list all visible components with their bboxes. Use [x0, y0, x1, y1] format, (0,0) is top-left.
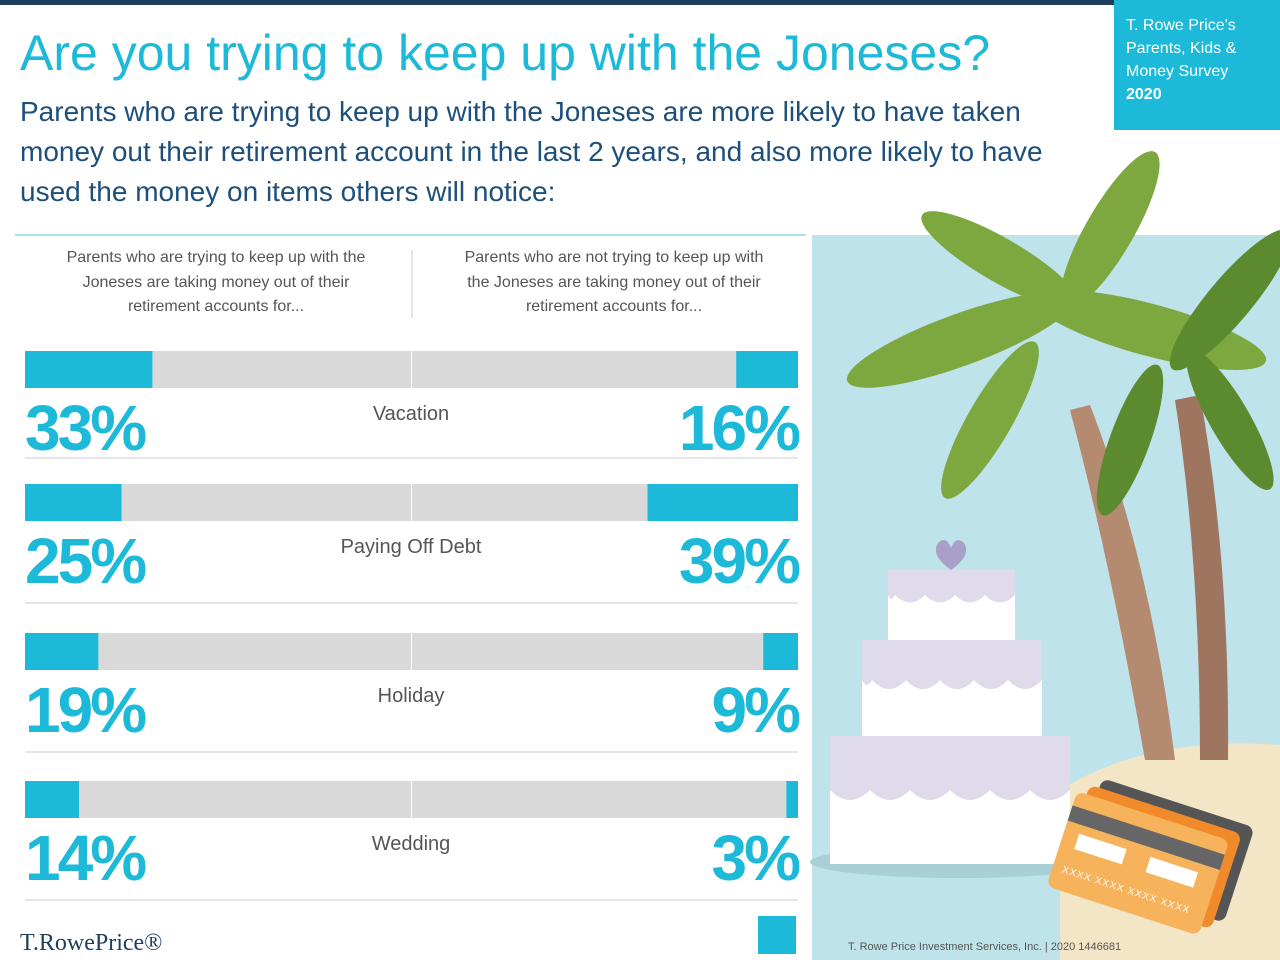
- legend-entry: Parents who are not trying to keep up wi…: [464, 249, 764, 315]
- value-label: 19%: [25, 674, 146, 746]
- bar: [786, 781, 798, 818]
- value-label: 14%: [25, 822, 146, 894]
- category-label: Holiday: [378, 685, 445, 707]
- bar-track: [412, 633, 798, 670]
- top-rule: [0, 0, 1114, 5]
- bar: [736, 351, 798, 388]
- legend-entry: Parents who are trying to keep up with t…: [66, 249, 366, 315]
- value-label: 3%: [712, 822, 801, 894]
- badge-source: T. Rowe Price's Parents, Kids & Money Su…: [1126, 17, 1237, 80]
- value-label: 39%: [679, 525, 800, 597]
- bar: [25, 781, 80, 818]
- bar-track: [412, 781, 798, 818]
- badge: T. Rowe Price's Parents, Kids & Money Su…: [1114, 0, 1280, 130]
- logo: T.RowePrice®: [20, 930, 162, 956]
- category-label: Wedding: [372, 833, 451, 855]
- subtitle: Parents who are trying to keep up with t…: [20, 96, 1043, 207]
- title: Are you trying to keep up with the Jones…: [20, 25, 991, 81]
- category-label: Paying Off Debt: [341, 536, 482, 558]
- illustration: XXXX XXXX XXXX XXXX: [810, 151, 1280, 960]
- value-label: 16%: [679, 392, 800, 464]
- bar: [647, 484, 798, 521]
- category-label: Vacation: [373, 403, 449, 425]
- bar: [25, 633, 99, 670]
- footer: T. Rowe Price Investment Services, Inc. …: [848, 941, 1121, 953]
- badge-year: 2020: [1126, 86, 1162, 103]
- value-label: 9%: [712, 674, 801, 746]
- bar-track: [412, 351, 798, 388]
- logo-icon: [758, 916, 796, 954]
- value-label: 33%: [25, 392, 146, 464]
- bar: [25, 351, 153, 388]
- bar: [25, 484, 122, 521]
- bar: [763, 633, 798, 670]
- bar-track: [25, 781, 411, 818]
- value-label: 25%: [25, 525, 146, 597]
